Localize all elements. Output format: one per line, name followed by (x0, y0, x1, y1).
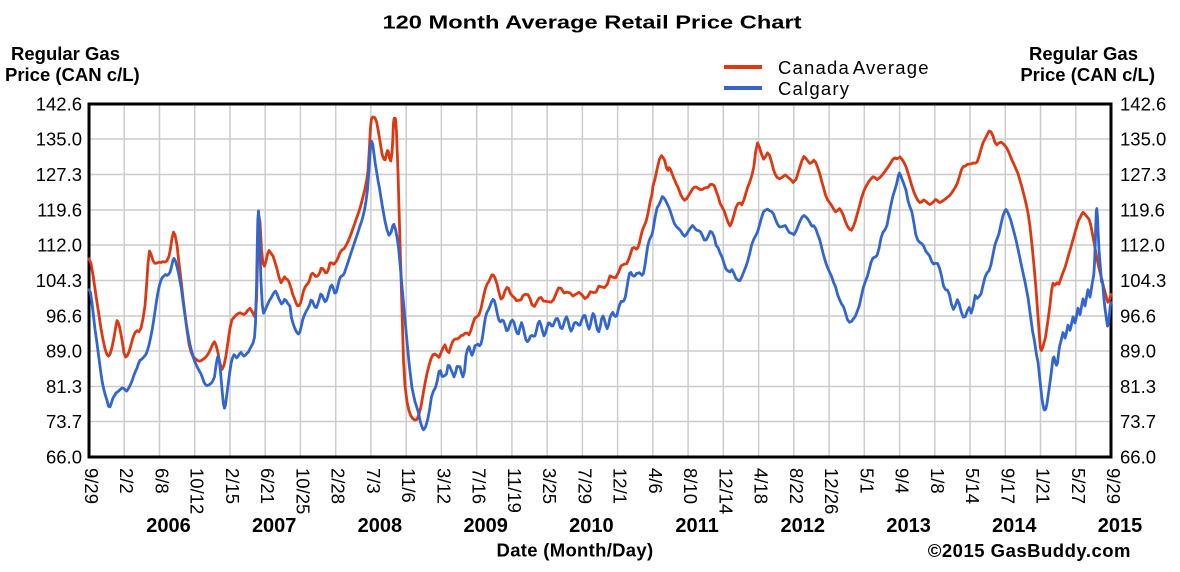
svg-text:4/18: 4/18 (751, 468, 772, 504)
svg-text:142.6: 142.6 (36, 93, 82, 114)
svg-text:7/3: 7/3 (363, 468, 384, 494)
svg-text:9/29: 9/29 (81, 468, 102, 504)
svg-text:7/16: 7/16 (469, 468, 490, 504)
svg-text:2012: 2012 (781, 515, 826, 537)
svg-text:6/21: 6/21 (257, 468, 278, 504)
svg-text:66.0: 66.0 (46, 446, 82, 467)
svg-text:Regular Gas: Regular Gas (11, 43, 120, 64)
svg-text:1/8: 1/8 (927, 468, 948, 494)
svg-text:Date (Month/Day): Date (Month/Day) (497, 540, 654, 561)
svg-text:8/22: 8/22 (786, 468, 807, 504)
svg-text:Canada Average: Canada Average (778, 57, 930, 78)
svg-text:2014: 2014 (992, 515, 1037, 537)
svg-text:2013: 2013 (886, 515, 931, 537)
svg-text:2/2: 2/2 (116, 468, 137, 494)
svg-text:Price (CAN c/L): Price (CAN c/L) (5, 64, 140, 85)
svg-text:1/21: 1/21 (1033, 468, 1054, 504)
svg-text:2009: 2009 (463, 515, 508, 537)
svg-text:2006: 2006 (146, 515, 191, 537)
svg-text:81.3: 81.3 (1120, 376, 1156, 397)
svg-text:96.6: 96.6 (46, 305, 82, 326)
svg-text:9/17: 9/17 (997, 468, 1018, 504)
svg-text:127.3: 127.3 (36, 164, 82, 185)
svg-text:12/26: 12/26 (821, 468, 842, 514)
svg-text:11/19: 11/19 (504, 468, 525, 513)
svg-text:2/28: 2/28 (328, 468, 349, 504)
svg-text:9/29: 9/29 (1103, 468, 1124, 504)
svg-text:3/12: 3/12 (433, 468, 454, 504)
svg-text:10/25: 10/25 (292, 468, 313, 514)
svg-text:Calgary: Calgary (778, 78, 850, 99)
svg-text:104.3: 104.3 (36, 270, 82, 291)
svg-text:2008: 2008 (358, 515, 403, 537)
svg-text:119.6: 119.6 (37, 199, 82, 220)
svg-text:Price (CAN c/L): Price (CAN c/L) (1020, 64, 1155, 85)
svg-text:73.7: 73.7 (46, 411, 82, 432)
svg-text:104.3: 104.3 (1120, 270, 1166, 291)
svg-text:6/8: 6/8 (152, 468, 173, 494)
svg-text:7/29: 7/29 (574, 468, 595, 504)
svg-text:11/6: 11/6 (398, 468, 419, 503)
svg-text:12/1: 12/1 (610, 468, 631, 504)
svg-text:2015: 2015 (1098, 515, 1143, 537)
svg-text:2011: 2011 (675, 515, 718, 537)
svg-text:73.7: 73.7 (1120, 411, 1156, 432)
svg-text:8/10: 8/10 (680, 468, 701, 504)
svg-text:4/6: 4/6 (645, 468, 666, 494)
svg-text:5/1: 5/1 (856, 468, 877, 494)
svg-text:2007: 2007 (252, 515, 297, 537)
svg-text:2010: 2010 (569, 515, 614, 537)
svg-text:12/14: 12/14 (715, 468, 736, 514)
svg-text:127.3: 127.3 (1120, 164, 1166, 185)
svg-text:5/14: 5/14 (962, 468, 983, 504)
svg-text:©2015 GasBuddy.com: ©2015 GasBuddy.com (928, 540, 1131, 561)
svg-text:66.0: 66.0 (1120, 446, 1156, 467)
svg-text:112.0: 112.0 (1120, 234, 1165, 255)
svg-text:9/4: 9/4 (892, 468, 913, 494)
svg-text:135.0: 135.0 (36, 128, 82, 149)
svg-text:112.0: 112.0 (37, 234, 82, 255)
svg-text:2/15: 2/15 (222, 468, 243, 504)
svg-text:120 Month Average Retail Price: 120 Month Average Retail Price Chart (382, 12, 801, 33)
svg-text:142.6: 142.6 (1120, 93, 1166, 114)
svg-text:89.0: 89.0 (1120, 340, 1156, 361)
svg-text:119.6: 119.6 (1120, 199, 1165, 220)
svg-text:3/25: 3/25 (539, 468, 560, 504)
svg-text:5/27: 5/27 (1068, 468, 1089, 504)
svg-text:81.3: 81.3 (46, 376, 82, 397)
svg-text:135.0: 135.0 (1120, 128, 1166, 149)
svg-text:Regular Gas: Regular Gas (1029, 43, 1138, 64)
svg-text:89.0: 89.0 (46, 340, 82, 361)
svg-text:10/12: 10/12 (187, 468, 208, 514)
svg-text:96.6: 96.6 (1120, 305, 1156, 326)
